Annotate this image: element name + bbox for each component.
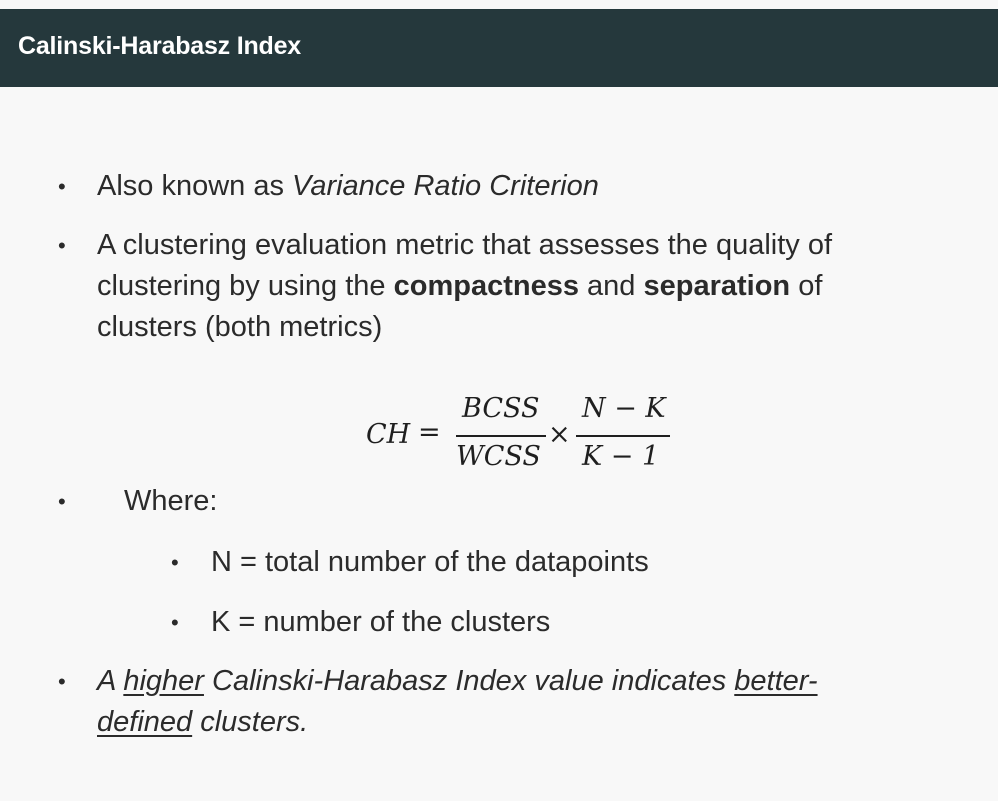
sub-bullet-dot: [171, 550, 179, 576]
def-text-b: and: [578, 270, 644, 302]
where-label: Where:: [124, 485, 218, 517]
separation-term: separation: [643, 270, 791, 302]
aka-name: Variance Ratio Criterion: [292, 170, 599, 202]
formula-denominator-k1: K − 1: [582, 441, 660, 472]
formula-numerator-bcss: BCSS: [462, 393, 540, 424]
formula-lhs: CH: [366, 419, 411, 450]
where-item-k: K = number of the clusters: [211, 606, 551, 638]
ch-formula: CH = BCSS WCSS × N − K K − 1: [360, 393, 680, 478]
conclusion-part2: Calinski-Harabasz Index value indicates: [203, 665, 735, 697]
fraction-bar-2: [576, 435, 670, 437]
sub-bullet-dot: [171, 610, 179, 636]
title-bar: Calinski-Harabasz Index: [0, 9, 998, 87]
formula-denominator-wcss: WCSS: [456, 441, 541, 472]
defined-emphasis: defined: [97, 706, 193, 738]
conclusion-line-1: A higher Calinski-Harabasz Index value i…: [97, 661, 818, 701]
fraction-bar-1: [456, 435, 546, 437]
def-text-a: clustering by using the: [97, 270, 394, 302]
aka-prefix: Also known as: [97, 170, 293, 202]
conclusion-part1: A: [97, 665, 124, 697]
formula-equals: =: [418, 417, 441, 448]
slide-title: Calinski-Harabasz Index: [18, 32, 302, 60]
bullet-dot: [58, 669, 66, 695]
bullet-dot: [58, 489, 66, 515]
where-item-n: N = total number of the datapoints: [211, 546, 649, 578]
conclusion-part3: clusters.: [192, 706, 309, 738]
higher-emphasis: higher: [123, 665, 204, 697]
aka-line: Also known as Variance Ratio Criterion: [97, 166, 599, 206]
def-text-c: of: [790, 270, 823, 302]
better-emphasis: better-: [734, 665, 818, 697]
bullet-dot: [58, 233, 66, 259]
definition-line-3: clusters (both metrics): [97, 311, 383, 343]
definition-line-1: A clustering evaluation metric that asse…: [97, 229, 833, 261]
formula-times: ×: [548, 419, 571, 450]
conclusion-line-2: defined clusters.: [97, 702, 308, 742]
compactness-term: compactness: [393, 270, 579, 302]
bullet-dot: [58, 174, 66, 200]
definition-line-2: clustering by using the compactness and …: [97, 266, 822, 306]
formula-numerator-nk: N − K: [582, 393, 666, 424]
